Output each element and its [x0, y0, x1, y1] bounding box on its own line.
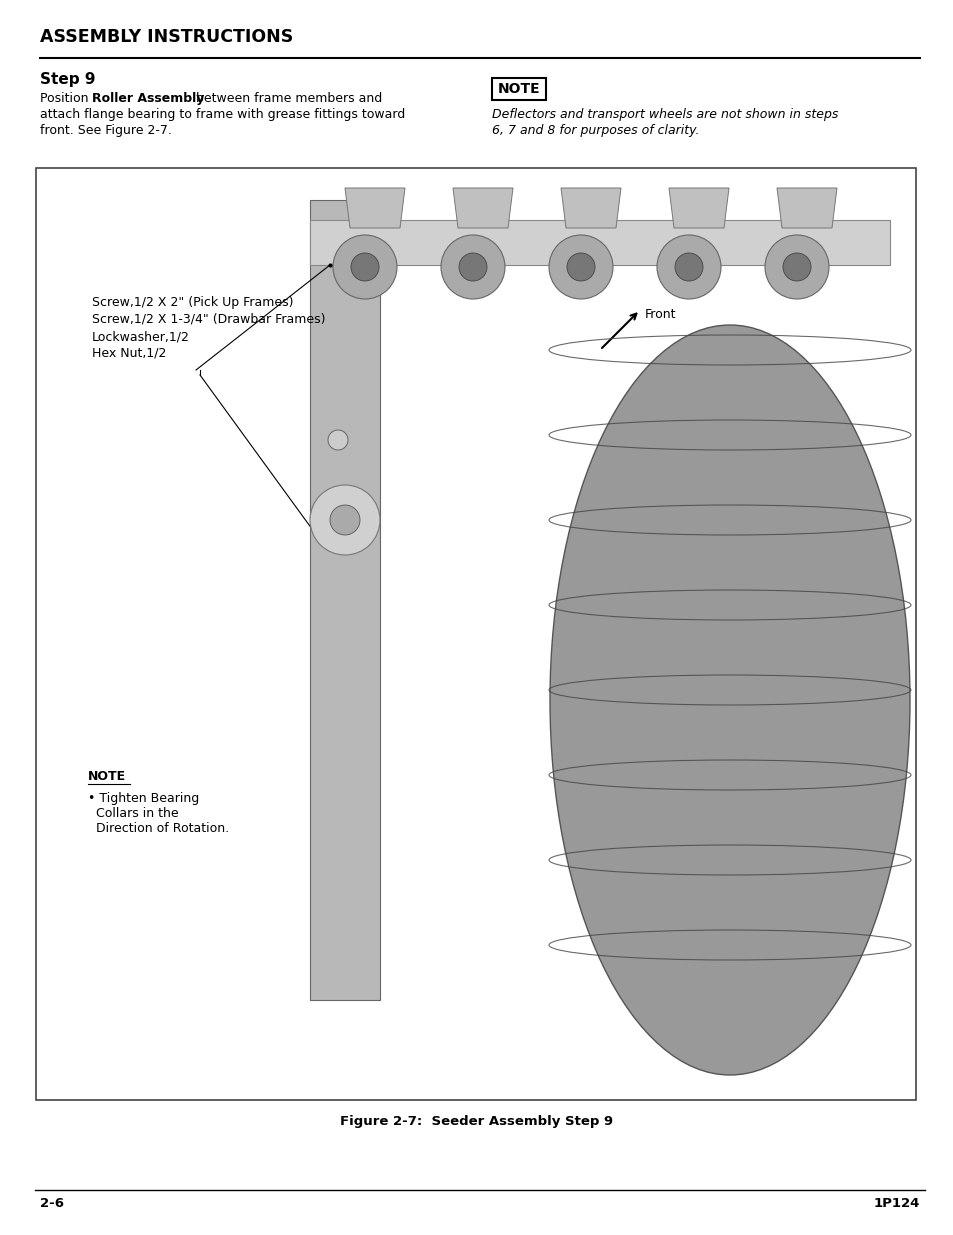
- Text: Front: Front: [644, 309, 676, 321]
- Circle shape: [458, 253, 486, 282]
- Text: Collars in the: Collars in the: [88, 806, 178, 820]
- Circle shape: [548, 235, 613, 299]
- Polygon shape: [560, 188, 620, 228]
- Text: Direction of Rotation.: Direction of Rotation.: [88, 823, 229, 835]
- Circle shape: [657, 235, 720, 299]
- Circle shape: [440, 235, 504, 299]
- Bar: [310, 200, 379, 1000]
- Polygon shape: [453, 188, 513, 228]
- Polygon shape: [776, 188, 836, 228]
- Text: 1P124: 1P124: [873, 1197, 919, 1210]
- Circle shape: [351, 253, 378, 282]
- Bar: [310, 220, 889, 266]
- Polygon shape: [668, 188, 728, 228]
- Text: Step 9: Step 9: [40, 72, 95, 86]
- Text: Hex Nut,1/2: Hex Nut,1/2: [91, 347, 166, 359]
- Circle shape: [675, 253, 702, 282]
- Text: 2-6: 2-6: [40, 1197, 64, 1210]
- Text: Lockwasher,1/2: Lockwasher,1/2: [91, 330, 190, 343]
- Text: NOTE: NOTE: [88, 769, 126, 783]
- Text: Figure 2-7:  Seeder Assembly Step 9: Figure 2-7: Seeder Assembly Step 9: [340, 1115, 613, 1128]
- Circle shape: [333, 235, 396, 299]
- Bar: [492, 78, 545, 100]
- Circle shape: [566, 253, 595, 282]
- Text: Deflectors and transport wheels are not shown in steps: Deflectors and transport wheels are not …: [492, 107, 838, 121]
- Text: between frame members and: between frame members and: [192, 91, 382, 105]
- Circle shape: [328, 430, 348, 450]
- Ellipse shape: [550, 325, 909, 1074]
- Circle shape: [782, 253, 810, 282]
- Circle shape: [310, 485, 379, 555]
- Text: attach flange bearing to frame with grease fittings toward: attach flange bearing to frame with grea…: [40, 107, 405, 121]
- Text: NOTE: NOTE: [497, 82, 539, 96]
- Text: Roller Assembly: Roller Assembly: [91, 91, 204, 105]
- Text: Position: Position: [40, 91, 92, 105]
- Text: ASSEMBLY INSTRUCTIONS: ASSEMBLY INSTRUCTIONS: [40, 28, 293, 46]
- Text: 6, 7 and 8 for purposes of clarity.: 6, 7 and 8 for purposes of clarity.: [492, 124, 699, 137]
- Text: Screw,1/2 X 1-3/4" (Drawbar Frames): Screw,1/2 X 1-3/4" (Drawbar Frames): [91, 312, 325, 326]
- Circle shape: [764, 235, 828, 299]
- Text: • Tighten Bearing: • Tighten Bearing: [88, 792, 199, 805]
- Bar: [36, 168, 915, 1100]
- Circle shape: [330, 505, 359, 535]
- Text: Screw,1/2 X 2" (Pick Up Frames): Screw,1/2 X 2" (Pick Up Frames): [91, 296, 294, 309]
- Text: front. See Figure 2-7.: front. See Figure 2-7.: [40, 124, 172, 137]
- Polygon shape: [345, 188, 405, 228]
